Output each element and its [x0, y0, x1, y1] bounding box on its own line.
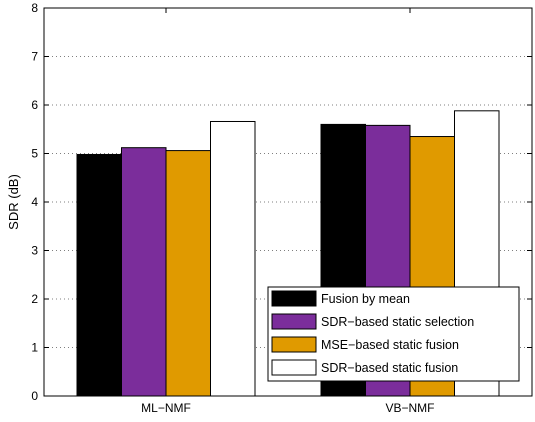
bar [76, 153, 122, 397]
legend-swatch [271, 290, 317, 307]
bar [210, 120, 256, 397]
bar [165, 150, 211, 397]
axis-ticks [44, 7, 532, 397]
y-tick-label: 0 [31, 389, 38, 403]
y-axis-label: SDR (dB) [6, 174, 21, 230]
legend-label: Fusion by mean [321, 292, 410, 306]
x-tick-label: ML−NMF [141, 401, 191, 415]
y-tick-label: 6 [31, 98, 38, 112]
bar [121, 147, 167, 397]
legend: Fusion by mean SDR−based static selection… [267, 286, 520, 382]
legend-label: SDR−based static fusion [321, 361, 458, 375]
legend-swatch [271, 336, 317, 353]
bars-group [76, 110, 500, 397]
y-tick-label: 1 [31, 341, 38, 355]
legend-label: SDR−based static selection [321, 315, 474, 329]
legend-swatch [271, 313, 317, 330]
y-tick-labels: 0 1 2 3 4 5 6 7 8 [31, 1, 38, 403]
y-tick-label: 8 [31, 1, 38, 15]
y-tick-label: 4 [31, 195, 38, 209]
legend-swatch [271, 359, 317, 376]
x-tick-label: VB−NMF [385, 401, 434, 415]
y-tick-label: 2 [31, 292, 38, 306]
y-tick-label: 7 [31, 50, 38, 64]
y-tick-label: 3 [31, 244, 38, 258]
x-tick-labels: ML−NMF VB−NMF [141, 401, 434, 415]
legend-label: MSE−based static fusion [321, 338, 459, 352]
y-tick-label: 5 [31, 147, 38, 161]
